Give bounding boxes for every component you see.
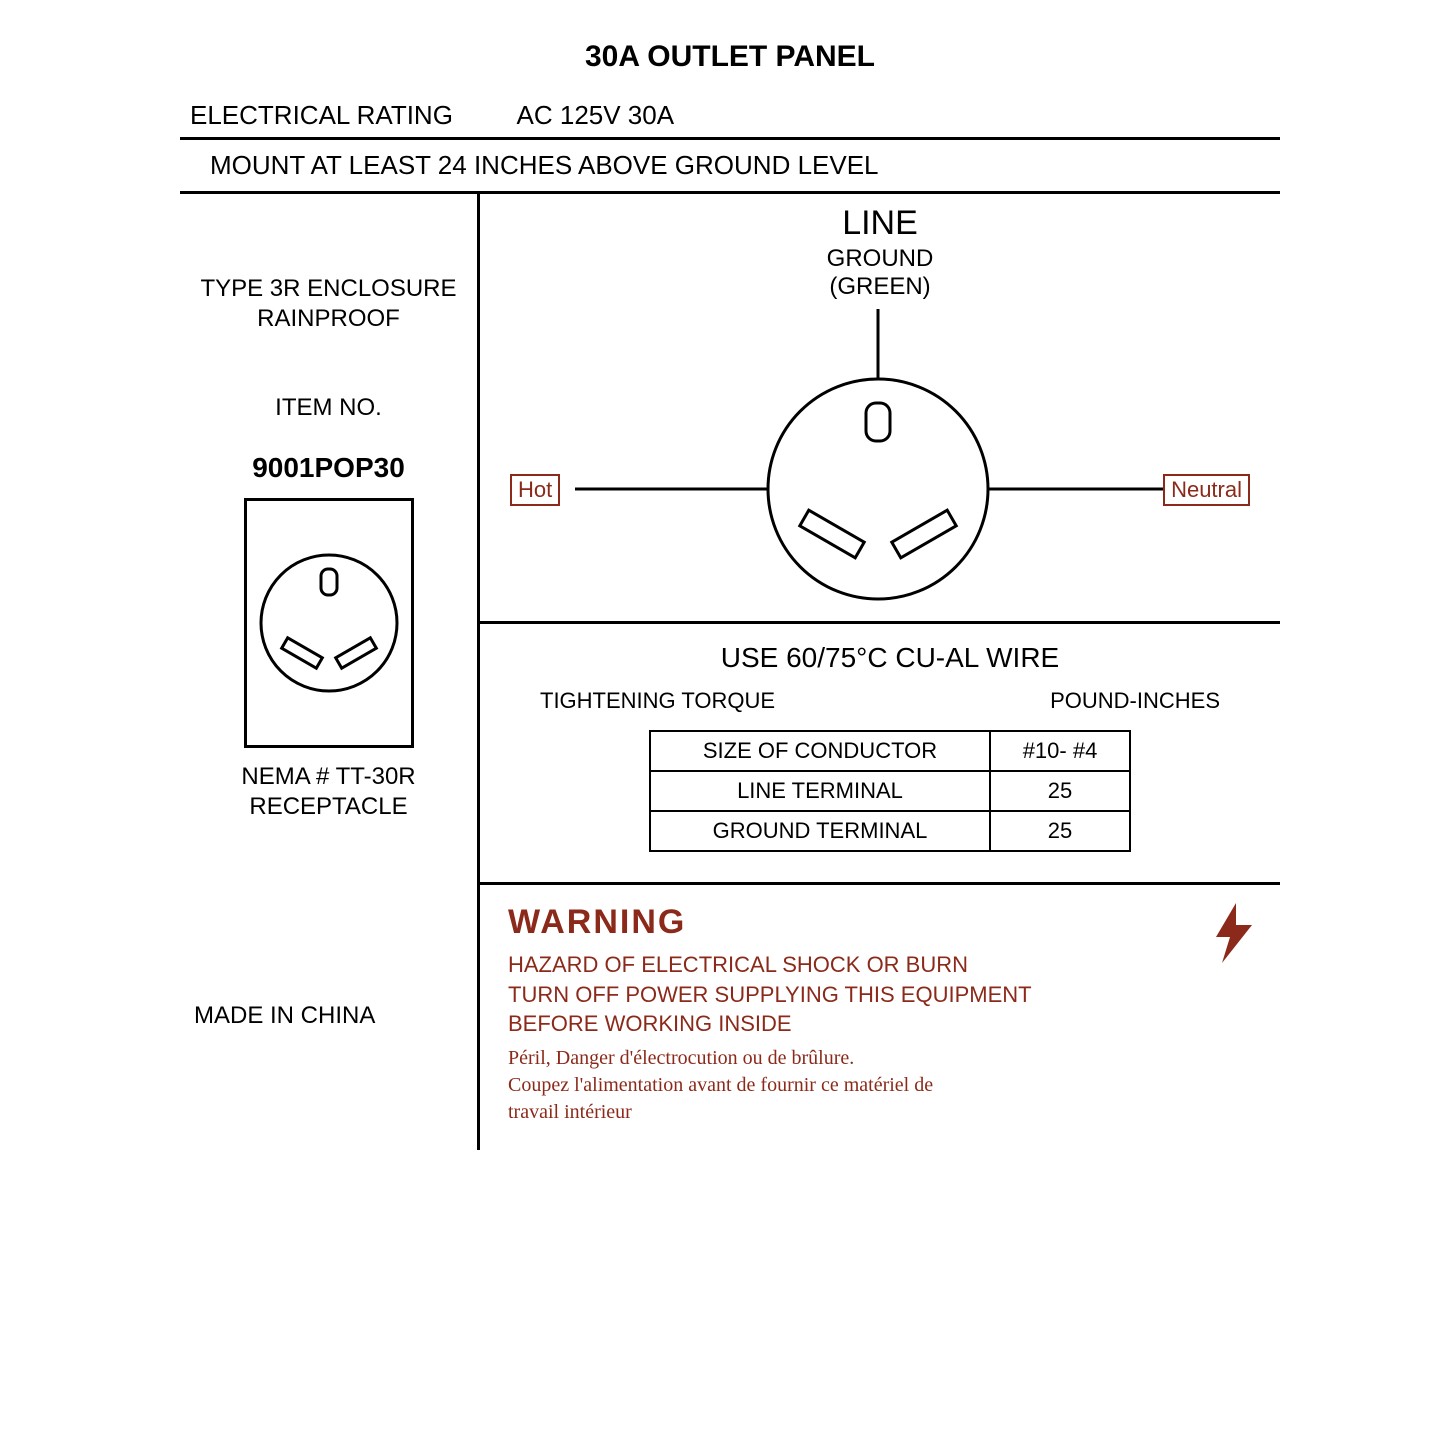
table-row: GROUND TERMINAL 25 — [650, 811, 1130, 851]
nema-label: NEMA # TT-30R RECEPTACLE — [190, 762, 467, 822]
wire-spec-section: USE 60/75°C CU-AL WIRE TIGHTENING TORQUE… — [480, 624, 1280, 885]
line-diagram-section: LINE GROUND (GREEN) — [480, 194, 1280, 624]
rating-row: ELECTRICAL RATING AC 125V 30A — [180, 94, 1280, 140]
torque-table: SIZE OF CONDUCTOR #10- #4 LINE TERMINAL … — [649, 730, 1131, 852]
enclosure-type: TYPE 3R ENCLOSURE RAINPROOF — [190, 274, 467, 334]
cell-ground-label: GROUND TERMINAL — [650, 811, 990, 851]
warning-title: WARNING — [508, 903, 1252, 942]
nema-line1: NEMA # TT-30R — [190, 762, 467, 792]
line-title: LINE — [480, 194, 1280, 243]
warning-text-fr: Péril, Danger d'électrocution ou de brûl… — [508, 1045, 1252, 1126]
cell-conductor-value: #10- #4 — [990, 731, 1130, 771]
hot-label: Hot — [510, 474, 560, 506]
table-row: SIZE OF CONDUCTOR #10- #4 — [650, 731, 1130, 771]
warning-fr-line3: travail intérieur — [508, 1099, 1252, 1126]
ground-label: GROUND (GREEN) — [480, 245, 1280, 300]
torque-units: POUND-INCHES — [1050, 688, 1220, 714]
cell-conductor-label: SIZE OF CONDUCTOR — [650, 731, 990, 771]
cell-line-value: 25 — [990, 771, 1130, 811]
cell-line-label: LINE TERMINAL — [650, 771, 990, 811]
mount-note: MOUNT AT LEAST 24 INCHES ABOVE GROUND LE… — [180, 140, 1280, 194]
spec-sheet: 30A OUTLET PANEL ELECTRICAL RATING AC 12… — [180, 40, 1280, 1150]
lightning-bolt-icon — [1212, 903, 1256, 963]
outlet-wiring-diagram — [480, 309, 1277, 619]
enclosure-line1: TYPE 3R ENCLOSURE — [190, 274, 467, 304]
rating-label: ELECTRICAL RATING — [190, 100, 453, 130]
cell-ground-value: 25 — [990, 811, 1130, 851]
right-column: LINE GROUND (GREEN) — [480, 194, 1280, 1150]
page-title: 30A OUTLET PANEL — [180, 40, 1280, 74]
nema-line2: RECEPTACLE — [190, 792, 467, 822]
item-no: 9001POP30 — [190, 452, 467, 484]
rating-value: AC 125V 30A — [517, 100, 675, 130]
item-no-label: ITEM NO. — [190, 394, 467, 422]
ground-line2: (GREEN) — [480, 273, 1280, 301]
ground-line1: GROUND — [480, 245, 1280, 273]
wire-title: USE 60/75°C CU-AL WIRE — [520, 642, 1260, 674]
left-column: TYPE 3R ENCLOSURE RAINPROOF ITEM NO. 900… — [180, 194, 480, 1150]
table-row: LINE TERMINAL 25 — [650, 771, 1130, 811]
warning-fr-line2: Coupez l'alimentation avant de fournir c… — [508, 1072, 1252, 1099]
wire-subheading: TIGHTENING TORQUE POUND-INCHES — [520, 688, 1260, 714]
warning-en-line1: HAZARD OF ELECTRICAL SHOCK OR BURN — [508, 950, 1252, 980]
warning-section: WARNING HAZARD OF ELECTRICAL SHOCK OR BU… — [480, 885, 1280, 1150]
warning-text-en: HAZARD OF ELECTRICAL SHOCK OR BURN TURN … — [508, 950, 1252, 1039]
warning-fr-line1: Péril, Danger d'électrocution ou de brûl… — [508, 1045, 1252, 1072]
warning-en-line3: BEFORE WORKING INSIDE — [508, 1009, 1252, 1039]
torque-label: TIGHTENING TORQUE — [540, 688, 775, 714]
enclosure-line2: RAINPROOF — [190, 304, 467, 334]
made-in: MADE IN CHINA — [190, 1002, 467, 1030]
warning-en-line2: TURN OFF POWER SUPPLYING THIS EQUIPMENT — [508, 980, 1252, 1010]
receptacle-diagram-small — [244, 498, 414, 748]
neutral-label: Neutral — [1163, 474, 1250, 506]
main-content: TYPE 3R ENCLOSURE RAINPROOF ITEM NO. 900… — [180, 194, 1280, 1150]
outlet-icon-small — [247, 501, 411, 745]
